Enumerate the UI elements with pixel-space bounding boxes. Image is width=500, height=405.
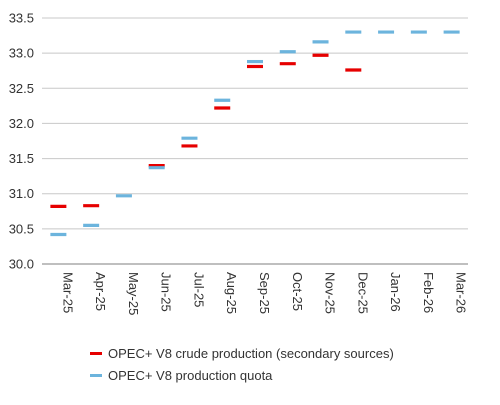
x-tick-label: Jul-25 [191,272,206,307]
legend-swatch-production [90,351,102,355]
y-tick-label: 30.0 [9,257,34,272]
legend-swatch-quota [90,373,102,377]
x-tick-label: Aug-25 [224,272,239,314]
x-tick-label: Jun-25 [159,272,174,312]
x-tick-label: Mar-26 [454,272,469,313]
legend-label-quota: OPEC+ V8 production quota [108,367,273,383]
x-tick-label: Mar-25 [60,272,75,313]
x-tick-label: Oct-25 [290,272,305,311]
x-tick-label: Sep-25 [257,272,272,314]
x-tick-label: Dec-25 [355,272,370,314]
legend-label-production: OPEC+ V8 crude production (secondary sou… [108,345,394,361]
y-tick-label: 31.0 [9,186,34,201]
legend: OPEC+ V8 crude production (secondary sou… [90,342,394,386]
data-marks [50,30,460,237]
legend-item-quota: OPEC+ V8 production quota [90,364,394,386]
grid [42,17,468,265]
y-tick-label: 32.0 [9,116,34,131]
x-tick-label: Nov-25 [323,272,338,314]
y-axis-ticks: 30.0 30.5 31.0 31.5 32.0 32.5 33.0 33.5 [9,11,34,272]
y-tick-label: 33.5 [9,11,34,26]
legend-item-production: OPEC+ V8 crude production (secondary sou… [90,342,394,364]
y-tick-label: 30.5 [9,221,34,236]
y-tick-label: 31.5 [9,151,34,166]
x-axis-ticks: Mar-25 Apr-25 May-25 Jun-25 Jul-25 Aug-25 Sep-… [60,272,468,315]
x-tick-label: May-25 [126,272,141,315]
x-tick-label: Apr-25 [93,272,108,311]
y-tick-label: 33.0 [9,46,34,61]
x-tick-label: Feb-26 [421,272,436,313]
x-tick-label: Jan-26 [388,272,403,312]
y-tick-label: 32.5 [9,81,34,96]
